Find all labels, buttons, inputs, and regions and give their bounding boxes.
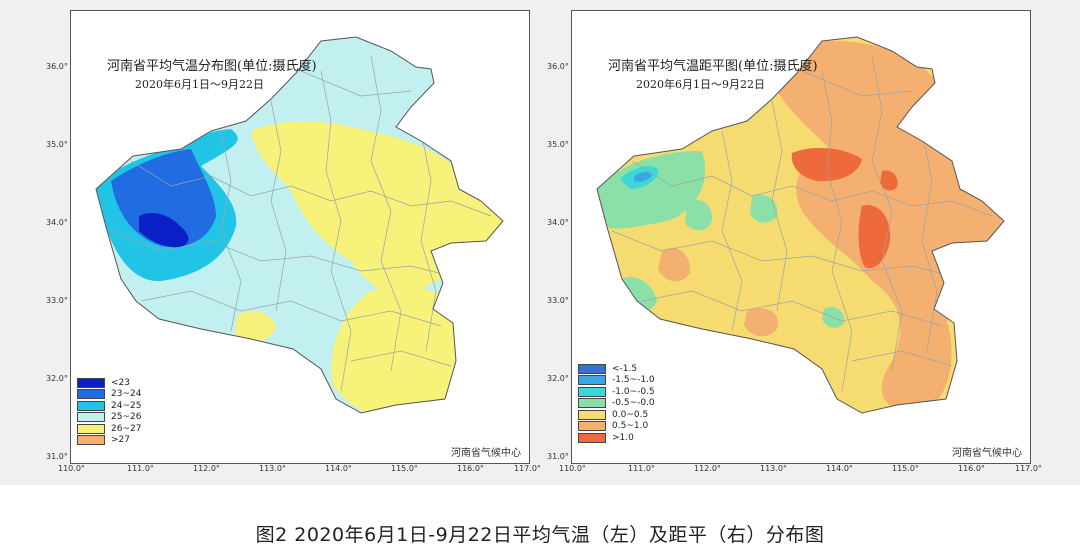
- legend-item: <23: [77, 377, 141, 389]
- legend-label: >1.0: [612, 432, 634, 443]
- lon-tick-label: 116.0°: [457, 464, 484, 473]
- map-canvas: [596, 36, 1005, 414]
- legend-swatch: [578, 409, 606, 420]
- lon-tick-label: 111.0°: [127, 464, 154, 473]
- legend-label: 26~27: [111, 423, 142, 434]
- legend-item: >1.0: [578, 432, 655, 444]
- lon-tick-label: 112.0°: [694, 464, 721, 473]
- legend-label: <23: [111, 377, 130, 388]
- map-title: 河南省平均气温分布图(单位:摄氏度): [107, 59, 317, 74]
- figure-area: 河南省平均气温分布图(单位:摄氏度) 2020年6月1日～9月22日 河南省气候…: [0, 0, 1080, 485]
- anomaly-band-neg-0.5-0-northwest: [597, 151, 706, 229]
- legend-label: 23~24: [111, 389, 142, 400]
- legend-item: 24~25: [77, 400, 141, 412]
- legend-swatch: [578, 375, 606, 386]
- legend-label: 0.5~1.0: [612, 421, 649, 432]
- lat-tick-label: 31.0°: [547, 452, 569, 461]
- legend-item: 23~24: [77, 389, 141, 401]
- legend-label: >27: [111, 435, 130, 446]
- legend-swatch: [578, 398, 606, 409]
- legend-swatch: [77, 377, 105, 388]
- legend-item: >27: [77, 435, 141, 447]
- anomaly-band-above-1.0-northeast: [880, 170, 898, 191]
- map-canvas: [95, 36, 504, 414]
- temp-band-below-23: [139, 213, 189, 248]
- lon-tick-label: 117.0°: [1015, 464, 1042, 473]
- legend-label: -1.0~-0.5: [612, 386, 655, 397]
- lon-tick-label: 114.0°: [826, 464, 853, 473]
- map-credit: 河南省气候中心: [952, 448, 1022, 459]
- lat-tick-label: 35.0°: [547, 140, 569, 149]
- anomaly-band-neg-1.5-neg-1.0: [634, 172, 652, 182]
- legend-item: -0.5~-0.0: [578, 398, 655, 410]
- map-subtitle: 2020年6月1日～9月22日: [636, 78, 765, 91]
- legend-swatch: [77, 412, 105, 423]
- legend-swatch: [578, 363, 606, 374]
- lon-tick-label: 112.0°: [193, 464, 220, 473]
- lon-tick-label: 115.0°: [391, 464, 418, 473]
- legend-label: -1.5~-1.0: [612, 375, 655, 386]
- legend-swatch: [77, 400, 105, 411]
- anomaly-band-0.5-1.0-southwest: [744, 308, 778, 337]
- lat-tick-label: 33.0°: [547, 296, 569, 305]
- lon-tick-label: 117.0°: [514, 464, 541, 473]
- map-credit: 河南省气候中心: [451, 448, 521, 459]
- map-subtitle: 2020年6月1日～9月22日: [135, 78, 264, 91]
- lat-tick-label: 32.0°: [547, 374, 569, 383]
- lat-tick-label: 31.0°: [46, 452, 68, 461]
- lat-tick-label: 34.0°: [547, 218, 569, 227]
- legend-label: -0.5~-0.0: [612, 398, 655, 409]
- figure-caption: 图2 2020年6月1日-9月22日平均气温（左）及距平（右）分布图: [255, 524, 825, 546]
- lon-tick-label: 110.0°: [58, 464, 85, 473]
- legend-swatch: [77, 389, 105, 400]
- temp-band-23-24: [111, 149, 216, 247]
- mean-temperature-map: 河南省平均气温分布图(单位:摄氏度) 2020年6月1日～9月22日 河南省气候…: [70, 10, 530, 464]
- lon-tick-label: 113.0°: [259, 464, 286, 473]
- lon-tick-label: 115.0°: [892, 464, 919, 473]
- lon-tick-label: 111.0°: [628, 464, 655, 473]
- lat-tick-label: 32.0°: [46, 374, 68, 383]
- lon-tick-label: 114.0°: [325, 464, 352, 473]
- temperature-anomaly-map: 河南省平均气温距平图(单位:摄氏度) 2020年6月1日～9月22日 河南省气候…: [571, 10, 1031, 464]
- anomaly-band-above-1.0-north: [791, 147, 862, 182]
- lon-tick-label: 110.0°: [559, 464, 586, 473]
- legend-item: -1.5~-1.0: [578, 375, 655, 387]
- legend-label: 0.0~0.5: [612, 409, 649, 420]
- lat-tick-label: 34.0°: [46, 218, 68, 227]
- legend-label: <-1.5: [612, 363, 638, 374]
- map-legend: <23 23~24 24~25 25~26 26~27 >27: [77, 377, 141, 446]
- anomaly-band-neg-0.5-0-southwest: [622, 277, 657, 311]
- lat-tick-label: 36.0°: [547, 62, 569, 71]
- lat-tick-label: 36.0°: [46, 62, 68, 71]
- anomaly-band-above-1.0-east: [858, 205, 891, 269]
- legend-swatch: [578, 386, 606, 397]
- legend-item: <-1.5: [578, 363, 655, 375]
- anomaly-band-0.5-1.0-west: [658, 247, 691, 282]
- legend-item: 25~26: [77, 412, 141, 424]
- legend-swatch: [77, 423, 105, 434]
- legend-item: 0.5~1.0: [578, 421, 655, 433]
- legend-label: 25~26: [111, 412, 142, 423]
- temp-band-26-27-southwest: [235, 310, 276, 342]
- province-outline: [596, 36, 1005, 414]
- legend-item: 26~27: [77, 423, 141, 435]
- anomaly-band-neg-0.5-0-center: [750, 194, 778, 223]
- lat-tick-label: 33.0°: [46, 296, 68, 305]
- lat-tick-label: 35.0°: [46, 140, 68, 149]
- anomaly-band-neg-0.5-0-west: [685, 199, 713, 231]
- lon-tick-label: 113.0°: [760, 464, 787, 473]
- legend-item: 0.0~0.5: [578, 409, 655, 421]
- legend-swatch: [578, 421, 606, 432]
- province-outline: [95, 36, 504, 414]
- county-boundaries: [611, 55, 993, 392]
- lon-tick-label: 116.0°: [958, 464, 985, 473]
- legend-label: 24~25: [111, 400, 142, 411]
- legend-swatch: [578, 432, 606, 443]
- legend-item: -1.0~-0.5: [578, 386, 655, 398]
- map-legend: <-1.5 -1.5~-1.0 -1.0~-0.5 -0.5~-0.0 0.0~…: [578, 363, 655, 444]
- map-title: 河南省平均气温距平图(单位:摄氏度): [608, 59, 818, 74]
- legend-swatch: [77, 435, 105, 446]
- county-boundaries: [110, 55, 492, 392]
